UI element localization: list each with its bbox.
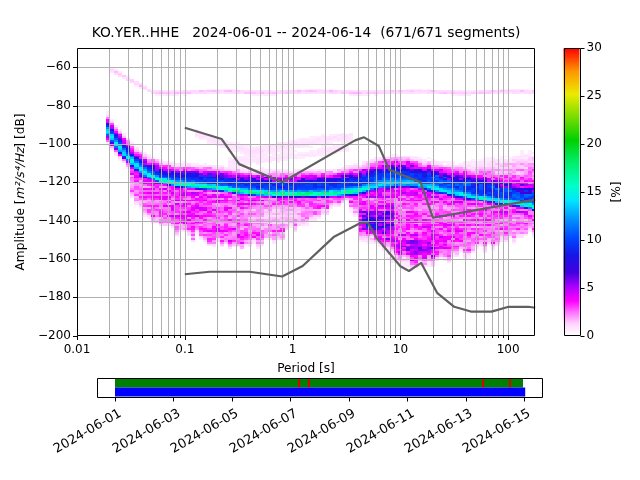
ppsd-figure: KO.YER..HHE 2024-06-01 -- 2024-06-14 (67… (0, 0, 640, 480)
y-tick-label: −200 (38, 329, 71, 342)
x-tick-label: 1 (289, 343, 297, 356)
y-tick-label: −140 (38, 214, 71, 227)
x-tick-label: 0.1 (175, 343, 194, 356)
x-tick-label: 10 (393, 343, 408, 356)
y-tick-label: −180 (38, 291, 71, 304)
y-tick-label: −120 (38, 176, 71, 189)
colorbar-tick-label: 20 (587, 137, 602, 150)
colorbar-tick-label: 15 (587, 185, 602, 198)
x-tick-label: 100 (497, 343, 520, 356)
colorbar-tick-label: 5 (587, 281, 595, 294)
y-axis-label-units: m²/s⁴/Hz (13, 148, 27, 200)
y-axis-label: Amplitude [m²/s⁴/Hz] [dB] (13, 113, 27, 270)
y-tick-label: −60 (46, 61, 71, 74)
y-tick-label: −80 (46, 99, 71, 112)
ppsd-plot-canvas (0, 0, 640, 480)
x-axis-label: Period [s] (277, 361, 335, 375)
y-axis-label-suffix: ] [dB] (13, 113, 27, 147)
colorbar-tick-label: 10 (587, 233, 602, 246)
x-tick-label: 0.01 (64, 343, 91, 356)
colorbar-tick-label: 25 (587, 90, 602, 103)
y-tick-label: −100 (38, 137, 71, 150)
colorbar-tick-label: 0 (587, 329, 595, 342)
plot-title: KO.YER..HHE 2024-06-01 -- 2024-06-14 (67… (92, 25, 521, 41)
y-tick-label: −160 (38, 252, 71, 265)
y-axis-label-prefix: Amplitude [ (13, 199, 27, 270)
colorbar-label: [%] (609, 181, 623, 202)
colorbar-tick-label: 30 (587, 42, 602, 55)
